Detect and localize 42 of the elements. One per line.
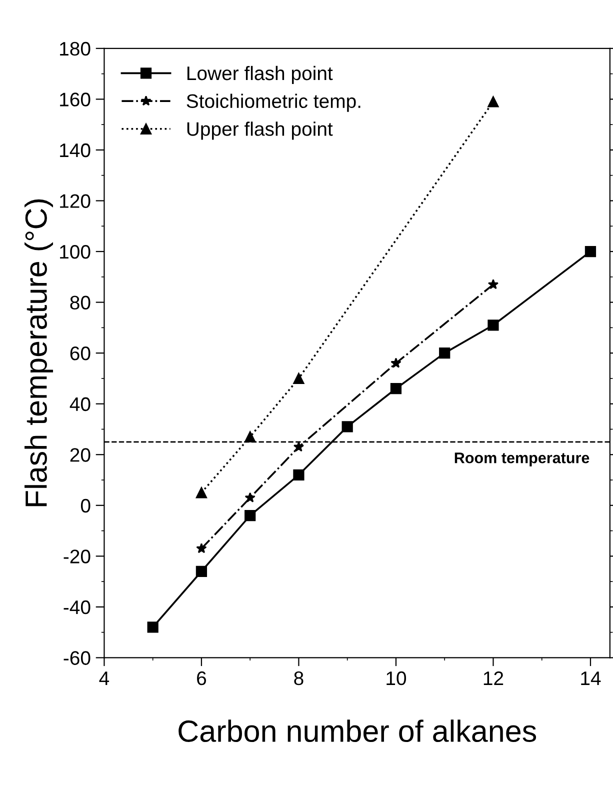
x-tick-label: 12 — [484, 671, 504, 685]
point — [293, 372, 304, 384]
y-tick-label: 120 — [60, 194, 90, 208]
point — [293, 441, 304, 452]
point — [196, 566, 208, 577]
point — [196, 542, 207, 554]
x-tick-label: 4 — [99, 672, 110, 685]
y-tick-label: 140 — [60, 143, 90, 158]
point — [342, 421, 353, 432]
point — [390, 383, 402, 394]
point — [584, 246, 596, 258]
x-tick-label: 6 — [197, 671, 206, 686]
y-tick-label: 60 — [70, 346, 90, 360]
x-tick-label: 8 — [294, 671, 304, 686]
y-tick-label: 20 — [70, 448, 90, 462]
y-tick-label: 160 — [60, 92, 90, 106]
point — [488, 320, 499, 331]
x-tick-label: 10 — [386, 671, 406, 686]
x-axis-title: Carbon number of alkanes — [178, 720, 536, 742]
legend-label: Upper flash point — [187, 122, 333, 140]
x-tick-label: 14 — [581, 672, 601, 685]
point — [390, 358, 402, 368]
legend-label: Lower flash point — [187, 66, 333, 84]
y-tick-label: -60 — [64, 651, 90, 665]
y-tick-label: 180 — [60, 42, 90, 56]
ref-line-label: Room temperature — [454, 452, 590, 466]
y-tick-label: 100 — [60, 244, 90, 259]
y-tick-label: 80 — [70, 296, 90, 310]
point — [439, 348, 450, 359]
point — [488, 278, 499, 290]
point — [147, 622, 158, 633]
y-tick-label: 0 — [80, 498, 90, 513]
point — [196, 487, 208, 498]
y-tick-label: 40 — [70, 397, 90, 412]
y-tick-label: -20 — [64, 550, 90, 564]
y-axis-title: Flash temperature (°C) — [24, 199, 54, 506]
point — [244, 510, 256, 522]
point — [488, 96, 499, 108]
point — [293, 469, 304, 480]
legend-label: Stoichiometric temp. — [186, 94, 360, 112]
y-tick-label: -40 — [64, 600, 90, 614]
point — [244, 492, 256, 502]
